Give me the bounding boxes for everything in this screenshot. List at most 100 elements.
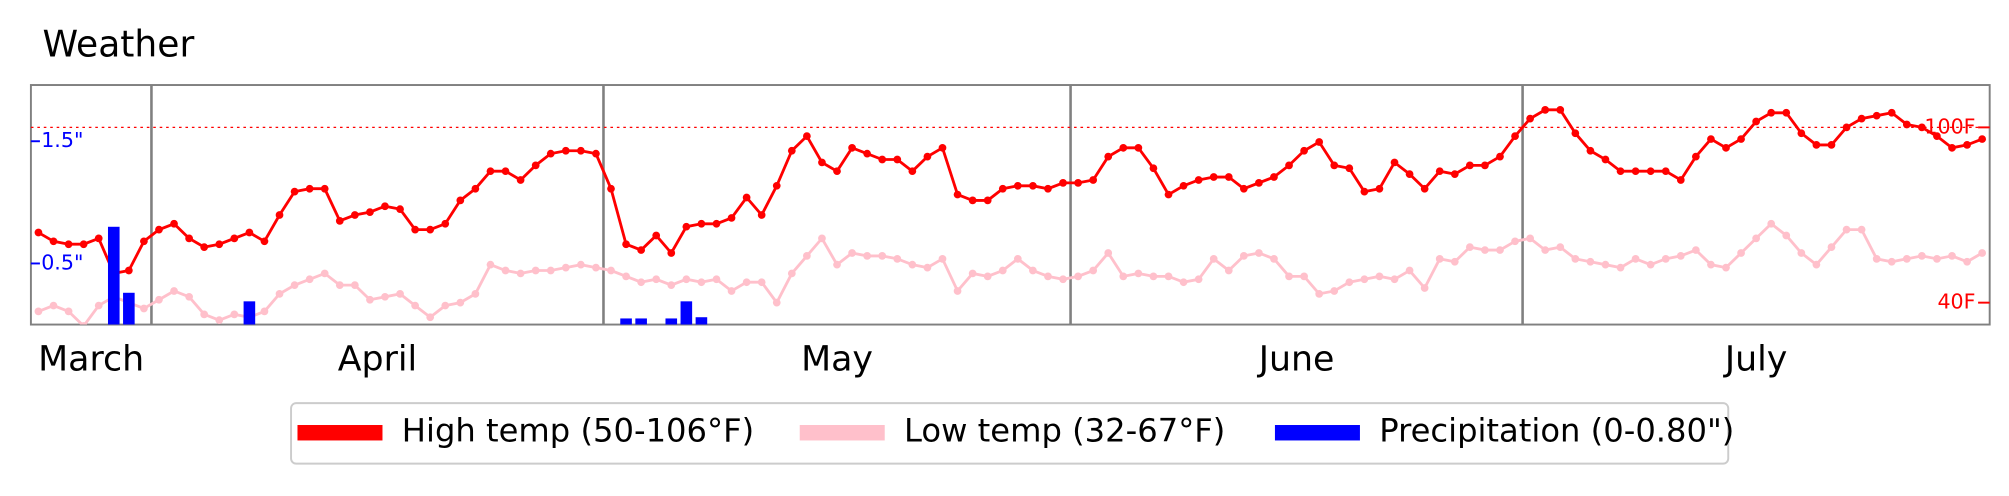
data-point bbox=[1918, 123, 1926, 132]
plot-area bbox=[34, 105, 1987, 325]
data-point bbox=[170, 219, 178, 228]
data-point bbox=[155, 295, 163, 304]
data-point bbox=[1797, 249, 1806, 257]
data-point bbox=[983, 272, 992, 281]
data-point bbox=[1707, 135, 1715, 143]
data-point bbox=[577, 260, 585, 269]
data-point bbox=[1646, 167, 1655, 176]
data-point bbox=[607, 266, 615, 275]
data-point bbox=[1556, 243, 1565, 252]
legend-swatch bbox=[297, 425, 383, 441]
data-point bbox=[1586, 257, 1595, 266]
data-point bbox=[1782, 231, 1791, 240]
data-point bbox=[1978, 249, 1987, 257]
data-point bbox=[1330, 161, 1339, 170]
data-point bbox=[1918, 252, 1926, 260]
data-point bbox=[1270, 254, 1278, 263]
bar bbox=[107, 226, 120, 325]
data-point bbox=[863, 149, 872, 158]
data-point bbox=[1179, 181, 1188, 190]
bar bbox=[695, 317, 708, 325]
data-point bbox=[833, 260, 841, 269]
bar bbox=[665, 318, 678, 325]
data-point bbox=[1737, 249, 1745, 257]
data-point bbox=[1164, 190, 1173, 199]
data-point bbox=[1752, 234, 1760, 243]
data-point bbox=[848, 143, 856, 152]
data-point bbox=[124, 266, 133, 275]
data-point bbox=[1707, 260, 1715, 269]
data-point bbox=[1104, 152, 1113, 161]
data-point bbox=[1541, 105, 1550, 114]
data-point bbox=[200, 310, 209, 319]
data-point bbox=[94, 301, 103, 310]
data-point bbox=[953, 190, 962, 199]
data-point bbox=[1330, 287, 1339, 295]
data-point bbox=[1375, 184, 1384, 193]
data-point bbox=[1044, 272, 1052, 281]
data-point bbox=[561, 263, 570, 272]
data-point bbox=[441, 219, 450, 228]
data-point bbox=[350, 281, 359, 289]
bar bbox=[123, 292, 135, 325]
data-point bbox=[80, 322, 88, 325]
data-point bbox=[772, 181, 781, 190]
data-point bbox=[742, 193, 751, 202]
data-point bbox=[64, 307, 73, 316]
data-point bbox=[1164, 272, 1173, 281]
data-point bbox=[1661, 254, 1670, 263]
data-point bbox=[441, 301, 450, 310]
data-point bbox=[516, 269, 525, 278]
data-point bbox=[230, 310, 239, 319]
data-point bbox=[1933, 254, 1941, 263]
data-point bbox=[516, 176, 525, 184]
data-point bbox=[1601, 260, 1610, 269]
data-point bbox=[1481, 246, 1489, 254]
data-point bbox=[1315, 138, 1324, 146]
data-point bbox=[1059, 275, 1067, 284]
data-point bbox=[200, 243, 209, 252]
data-point bbox=[1390, 158, 1399, 167]
legend-box bbox=[290, 402, 1730, 465]
data-point bbox=[471, 184, 480, 193]
series-line bbox=[37, 108, 1983, 276]
data-point bbox=[667, 249, 676, 257]
data-point bbox=[185, 292, 193, 301]
data-point bbox=[1074, 272, 1082, 281]
data-point bbox=[426, 313, 435, 322]
chart-title: Weather bbox=[42, 23, 194, 65]
data-point bbox=[94, 234, 103, 243]
data-point bbox=[1631, 167, 1640, 176]
data-point bbox=[1631, 254, 1640, 263]
data-point bbox=[637, 278, 646, 287]
data-point bbox=[185, 234, 193, 243]
data-point bbox=[803, 132, 811, 141]
data-point bbox=[1209, 173, 1218, 181]
data-point bbox=[1345, 278, 1354, 287]
data-point bbox=[667, 281, 676, 289]
data-point bbox=[320, 269, 329, 278]
data-point bbox=[1556, 105, 1565, 114]
data-point bbox=[712, 219, 721, 228]
data-point bbox=[1224, 266, 1233, 275]
data-point bbox=[727, 287, 736, 295]
data-point bbox=[637, 246, 646, 254]
data-point bbox=[79, 240, 88, 249]
data-point bbox=[275, 290, 284, 298]
data-point bbox=[1902, 254, 1911, 263]
data-point bbox=[1767, 108, 1776, 117]
data-point bbox=[64, 240, 73, 249]
data-point bbox=[1857, 225, 1866, 234]
data-point bbox=[592, 149, 600, 158]
data-point bbox=[561, 146, 570, 155]
data-point bbox=[1149, 272, 1158, 281]
data-point bbox=[1978, 135, 1987, 143]
data-point bbox=[411, 225, 419, 234]
data-point bbox=[1224, 173, 1233, 181]
month-label: May bbox=[801, 340, 873, 380]
bar bbox=[635, 318, 647, 325]
data-point bbox=[1465, 161, 1474, 170]
data-point bbox=[712, 275, 721, 284]
data-point bbox=[1119, 272, 1128, 281]
data-point bbox=[908, 260, 917, 269]
